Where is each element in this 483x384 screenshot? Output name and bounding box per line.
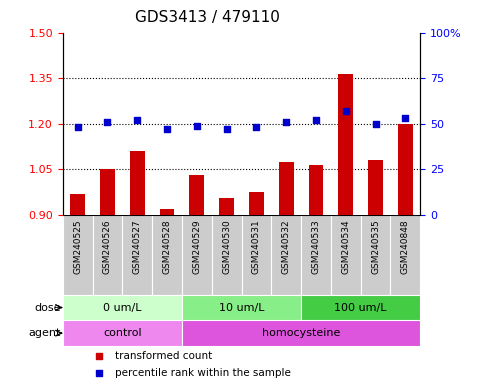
Bar <box>338 74 353 215</box>
Point <box>312 117 320 123</box>
Text: percentile rank within the sample: percentile rank within the sample <box>114 367 290 377</box>
Text: 0 um/L: 0 um/L <box>103 303 142 313</box>
Bar <box>219 198 234 215</box>
FancyBboxPatch shape <box>242 215 271 295</box>
Text: dose: dose <box>34 303 60 313</box>
Text: agent: agent <box>28 328 60 338</box>
Point <box>372 121 380 127</box>
FancyBboxPatch shape <box>301 295 420 320</box>
Text: GDS3413 / 479110: GDS3413 / 479110 <box>135 10 280 25</box>
FancyBboxPatch shape <box>182 320 420 346</box>
FancyBboxPatch shape <box>152 215 182 295</box>
Bar <box>189 175 204 215</box>
Text: GSM240527: GSM240527 <box>133 219 142 273</box>
Text: GSM240531: GSM240531 <box>252 219 261 274</box>
Text: transformed count: transformed count <box>114 351 212 361</box>
Text: GSM240535: GSM240535 <box>371 219 380 274</box>
FancyBboxPatch shape <box>390 215 420 295</box>
FancyBboxPatch shape <box>63 320 182 346</box>
Bar <box>70 194 85 215</box>
Text: homocysteine: homocysteine <box>262 328 340 338</box>
Text: 100 um/L: 100 um/L <box>334 303 387 313</box>
Point <box>104 119 112 125</box>
Bar <box>368 160 383 215</box>
Text: GSM240529: GSM240529 <box>192 219 201 273</box>
Point <box>193 122 201 129</box>
Text: GSM240525: GSM240525 <box>73 219 82 273</box>
Text: GSM240534: GSM240534 <box>341 219 350 273</box>
FancyBboxPatch shape <box>212 215 242 295</box>
FancyBboxPatch shape <box>122 215 152 295</box>
Text: 10 um/L: 10 um/L <box>219 303 264 313</box>
Point <box>401 115 409 121</box>
FancyBboxPatch shape <box>182 215 212 295</box>
Text: control: control <box>103 328 142 338</box>
Text: GSM240533: GSM240533 <box>312 219 320 274</box>
Text: GSM240532: GSM240532 <box>282 219 291 273</box>
Text: GSM240526: GSM240526 <box>103 219 112 273</box>
Bar <box>100 169 115 215</box>
FancyBboxPatch shape <box>182 295 301 320</box>
Text: GSM240848: GSM240848 <box>401 219 410 273</box>
Point <box>282 119 290 125</box>
FancyBboxPatch shape <box>301 215 331 295</box>
Point <box>74 124 82 131</box>
Bar <box>130 151 145 215</box>
Bar <box>159 209 174 215</box>
Bar <box>309 165 324 215</box>
Point <box>223 126 230 132</box>
FancyBboxPatch shape <box>93 215 122 295</box>
FancyBboxPatch shape <box>361 215 390 295</box>
FancyBboxPatch shape <box>63 215 93 295</box>
FancyBboxPatch shape <box>331 215 361 295</box>
Bar <box>279 162 294 215</box>
Point <box>163 126 171 132</box>
FancyBboxPatch shape <box>271 215 301 295</box>
Point <box>253 124 260 131</box>
Point <box>342 108 350 114</box>
Bar <box>398 124 413 215</box>
Bar <box>249 192 264 215</box>
Text: GSM240530: GSM240530 <box>222 219 231 274</box>
Text: GSM240528: GSM240528 <box>163 219 171 273</box>
Point <box>133 117 141 123</box>
FancyBboxPatch shape <box>63 295 182 320</box>
